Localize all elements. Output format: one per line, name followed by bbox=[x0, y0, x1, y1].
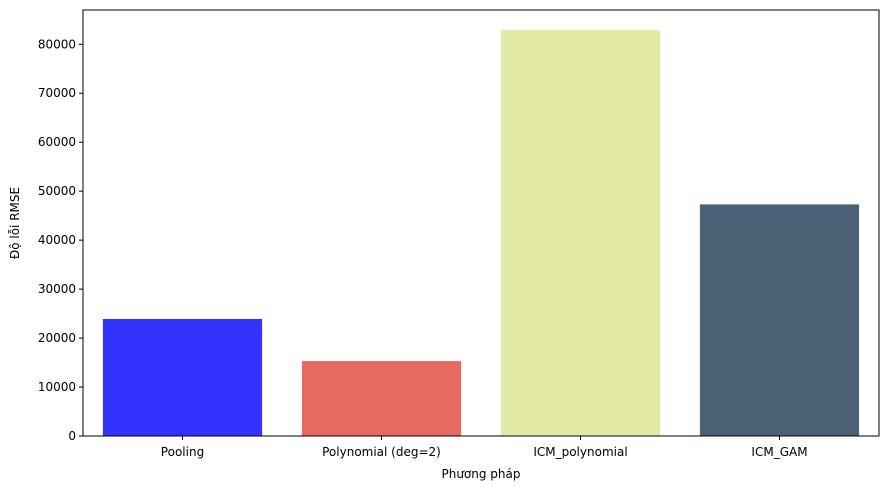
y-tick-label: 20000 bbox=[38, 331, 76, 345]
y-tick-label: 70000 bbox=[38, 86, 76, 100]
x-axis-label: Phương pháp bbox=[441, 467, 520, 481]
y-tick-label: 50000 bbox=[38, 184, 76, 198]
y-axis: 0 10000 20000 30000 40000 50000 60000 70000 8000… bbox=[38, 37, 83, 443]
y-tick-label: 80000 bbox=[38, 37, 76, 51]
x-tick-label: ICM_GAM bbox=[751, 445, 807, 459]
x-axis: Pooling Polynomial (deg=2) ICM_polynomial I… bbox=[161, 436, 808, 459]
y-tick-label: 40000 bbox=[38, 233, 76, 247]
bar-icm-polynomial bbox=[500, 30, 661, 436]
plot-frame bbox=[82, 9, 880, 437]
x-tick-label: ICM_polynomial bbox=[533, 445, 627, 459]
bar-polynomial-deg-2 bbox=[301, 361, 462, 436]
y-tick-label: 60000 bbox=[38, 135, 76, 149]
bars-group bbox=[102, 30, 860, 436]
y-axis-label: Độ lỗi RMSE bbox=[8, 187, 22, 259]
x-tick-label: Pooling bbox=[161, 445, 204, 459]
bar-icm-gam bbox=[699, 204, 860, 436]
x-tick-label: Polynomial (deg=2) bbox=[322, 445, 441, 459]
y-tick-label: 10000 bbox=[38, 380, 76, 394]
y-tick-label: 0 bbox=[68, 429, 76, 443]
y-tick-label: 30000 bbox=[38, 282, 76, 296]
bar-pooling bbox=[102, 318, 263, 436]
